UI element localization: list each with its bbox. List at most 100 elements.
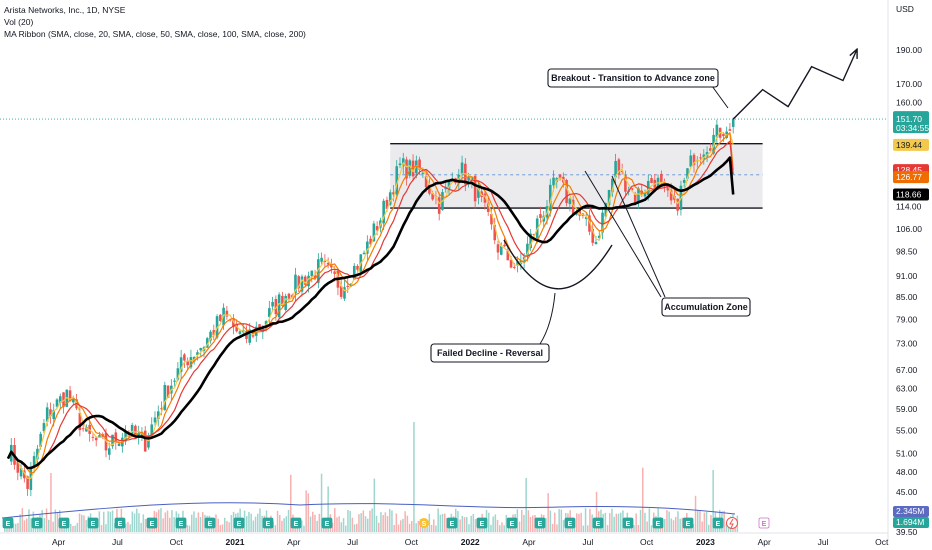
- volume-bar-151: [336, 517, 338, 532]
- candle-body-64: [215, 316, 219, 338]
- volume-bar-307: [679, 518, 681, 532]
- volume-bar-33: [76, 522, 79, 532]
- annotation-box-accumulation: [661, 297, 751, 317]
- candle-body-167: [552, 177, 555, 186]
- price-badge-bg-0: [893, 138, 929, 151]
- candle-body-14: [52, 410, 56, 419]
- candle-body-146: [483, 193, 487, 203]
- volume-bar-153: [340, 522, 343, 532]
- event-4: E: [114, 517, 126, 529]
- candle-body-213: [702, 154, 706, 159]
- breakout-pointer: [711, 85, 729, 109]
- candle-body-187: [617, 159, 621, 175]
- price-badge-2: 126.77: [893, 171, 929, 184]
- candle-body-116: [385, 199, 389, 209]
- candle-body-59: [199, 348, 203, 351]
- candle-body-11: [42, 423, 46, 432]
- event-6: E: [175, 517, 187, 529]
- volume-bar-62: [140, 522, 142, 532]
- volume-bar-44: [100, 525, 103, 532]
- candle-body-212: [699, 157, 702, 159]
- event-label-3: E: [91, 521, 96, 528]
- volume-bar-144: [320, 473, 323, 532]
- event-19: E: [622, 517, 634, 529]
- volume-bar-263: [582, 525, 585, 532]
- volume-bar-123: [274, 525, 277, 532]
- volume-bar-178: [395, 513, 398, 532]
- candle-body-172: [568, 198, 572, 204]
- event-12: S: [419, 518, 429, 528]
- candle-body-215: [709, 148, 712, 151]
- volume-bar-191: [424, 525, 426, 532]
- candle-body-107: [356, 265, 359, 270]
- candle-body-209: [689, 155, 693, 167]
- candle-body-207: [682, 179, 686, 183]
- candle-body-123: [408, 160, 412, 176]
- event-label-14: E: [480, 521, 485, 528]
- candle-body-151: [499, 245, 503, 255]
- annotation-text-accumulation: Accumulation Zone: [664, 302, 748, 312]
- volume-bar-225: [499, 525, 501, 532]
- volume-bar-150: [334, 508, 336, 532]
- volume-bar-35: [81, 514, 83, 532]
- volume-bar-139: [309, 516, 312, 532]
- volume-bar-167: [371, 508, 373, 532]
- volume-bar-193: [428, 513, 431, 532]
- failed-decline-pointer: [539, 292, 556, 345]
- candle-body-92: [307, 275, 310, 287]
- candle-body-132: [437, 197, 441, 214]
- candle-body-55: [186, 361, 189, 366]
- volume-bar-99: [221, 524, 224, 532]
- candle-body-124: [411, 160, 415, 177]
- y-tick-14: 55.00: [896, 425, 918, 435]
- candle-body-89: [297, 276, 301, 289]
- volume-bar-32: [74, 525, 76, 532]
- event-label-23: E: [762, 521, 767, 528]
- volume-bar-156: [347, 509, 349, 532]
- volume-bar-184: [408, 523, 411, 532]
- event-label-4: E: [118, 521, 123, 528]
- volume-bar-73: [164, 512, 167, 532]
- candle-body-110: [366, 241, 369, 254]
- event-marker-2: [58, 517, 70, 529]
- volume-bar-43: [98, 511, 101, 532]
- candle-body-12: [45, 407, 49, 422]
- x-tick-3: 2021: [226, 537, 245, 547]
- volume-bar-165: [367, 518, 369, 532]
- volume-bar-209: [463, 517, 466, 532]
- volume-bar-89: [199, 517, 202, 532]
- volume-bar-252: [558, 509, 560, 532]
- volume-bar-64: [144, 519, 147, 532]
- volume-bar-328: [725, 523, 728, 532]
- candle-body-61: [205, 338, 209, 348]
- price-badge-bg-2: [893, 171, 929, 184]
- ma-line-sma-200: [6, 156, 735, 470]
- y-tick-8: 85.00: [896, 292, 918, 302]
- candle-body-119: [395, 166, 399, 195]
- volume-bar-45: [103, 511, 105, 532]
- volume-bar-101: [226, 521, 228, 532]
- event-label-22: E: [716, 521, 721, 528]
- candle-body-178: [588, 215, 591, 232]
- volume-bar-100: [224, 517, 226, 532]
- price-axis: USD 190.00 170.00 160.00 139.44 114.00 106.00 9…: [887, 0, 929, 540]
- y-tick-17: 45.00: [896, 487, 918, 497]
- volume-bar-84: [188, 525, 191, 532]
- candle-body-86: [287, 293, 291, 299]
- event-marker-23: [758, 517, 770, 529]
- volume-bar-181: [402, 518, 404, 532]
- currency-label: USD: [896, 4, 914, 14]
- volume-bar-277: [613, 516, 615, 532]
- event-marker-9: [262, 517, 274, 529]
- volume-bar-137: [305, 490, 307, 532]
- candle-body-173: [571, 199, 575, 215]
- time-axis: Apr Jul Oct 2021 Apr Jul Oct 2022 Apr Jul Oct 2023 A…: [0, 532, 889, 547]
- volume-bar-199: [441, 513, 444, 532]
- event-label-21: E: [686, 521, 691, 528]
- volume-bar-265: [587, 525, 589, 532]
- candle-body-152: [503, 244, 506, 247]
- volume-bar-59: [133, 513, 136, 532]
- volume-bar-75: [169, 517, 171, 532]
